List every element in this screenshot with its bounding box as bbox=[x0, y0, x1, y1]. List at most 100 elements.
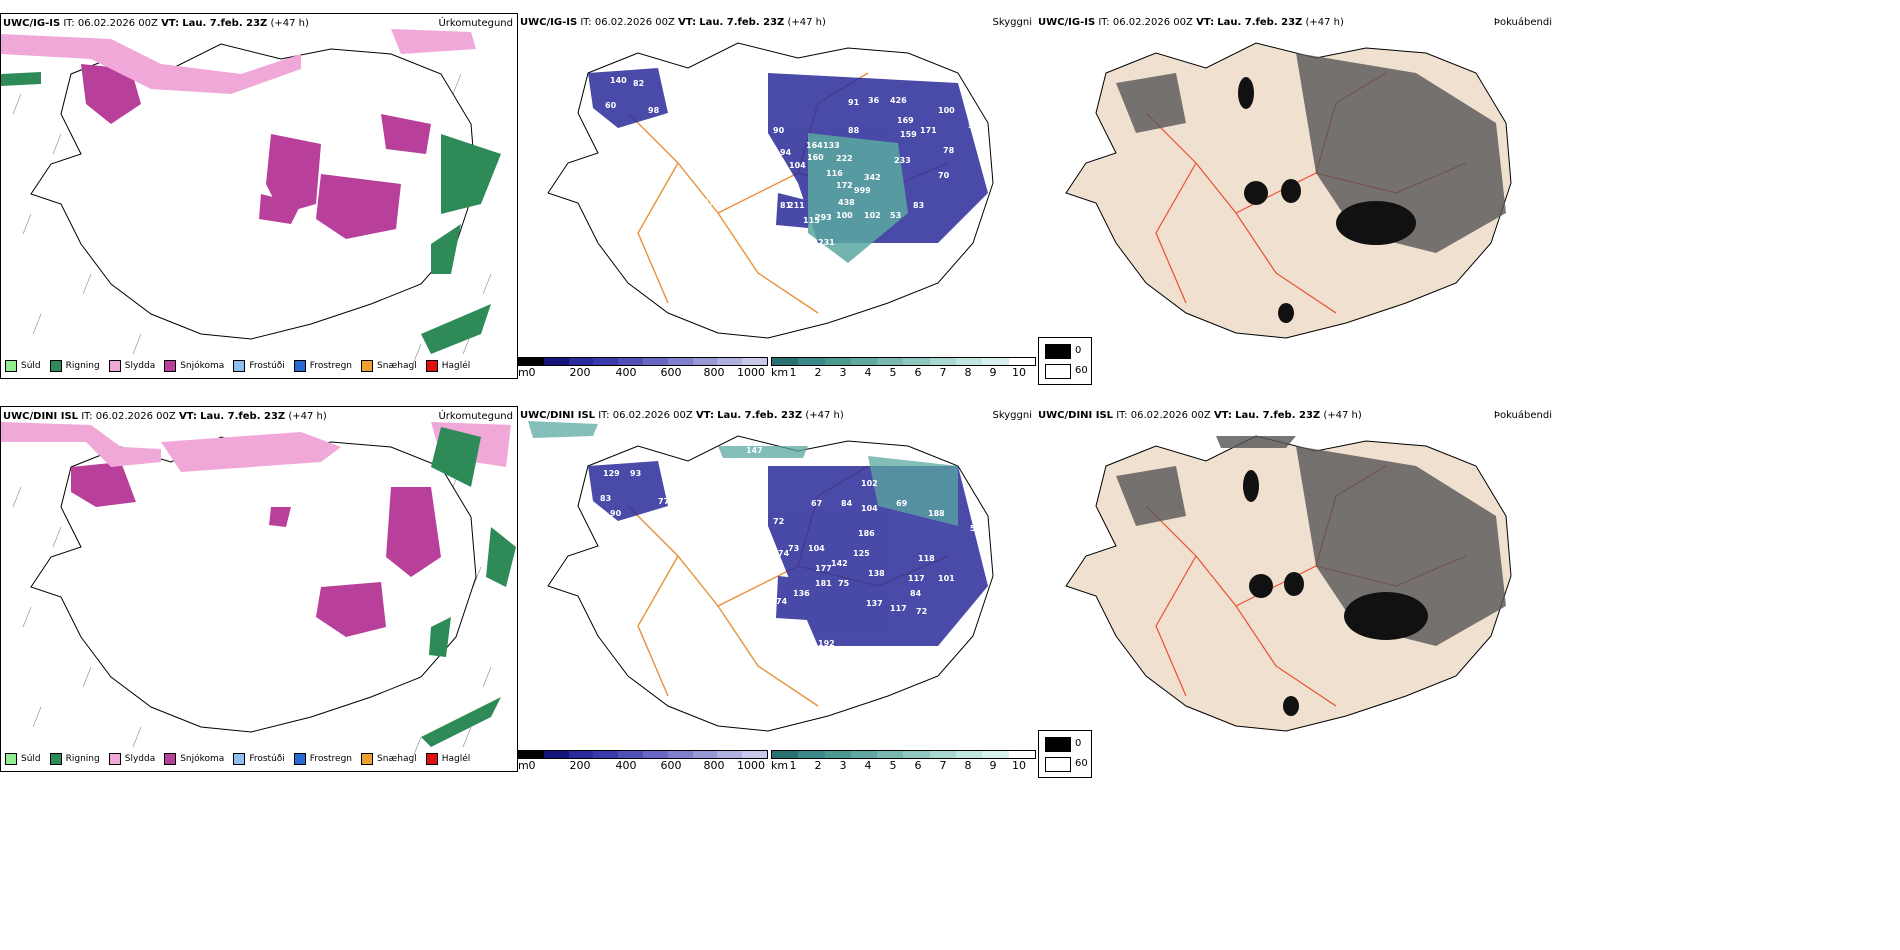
precip-legend: Súld Rigning Slydda Snjókoma Frostúði Fr… bbox=[5, 360, 470, 372]
svg-text:129: 129 bbox=[603, 469, 620, 478]
svg-text:53: 53 bbox=[970, 524, 981, 533]
svg-text:83: 83 bbox=[913, 201, 924, 210]
svg-text:171: 171 bbox=[920, 126, 937, 135]
legend-item: Frostúði bbox=[233, 753, 285, 765]
svg-text:75: 75 bbox=[838, 579, 850, 588]
valid-time: Lau. 7.feb. 23Z bbox=[182, 18, 268, 29]
height-colorbar: m 0 200 400 600 800 1000 bbox=[518, 357, 768, 379]
svg-text:104: 104 bbox=[789, 161, 806, 170]
legend-item: Frostregn bbox=[293, 753, 352, 765]
wind-barbs bbox=[12, 466, 492, 758]
valid-time: Lau. 7.feb. 23Z bbox=[699, 17, 785, 28]
svg-text:116: 116 bbox=[826, 169, 843, 178]
svg-text:125: 125 bbox=[853, 549, 870, 558]
svg-text:70: 70 bbox=[938, 171, 950, 180]
model-name: UWC/IG-IS bbox=[520, 17, 578, 28]
legend-item: Súld bbox=[5, 360, 41, 372]
svg-text:342: 342 bbox=[864, 173, 881, 182]
visibility-colorbar: km 1 2 3 4 5 6 7 8 9 10 bbox=[771, 357, 1036, 379]
legend-item: Haglél bbox=[425, 360, 470, 372]
svg-text:140: 140 bbox=[610, 76, 627, 85]
svg-text:74: 74 bbox=[778, 549, 790, 558]
fog-areas bbox=[1116, 436, 1506, 646]
svg-text:90: 90 bbox=[773, 126, 785, 135]
lead-time: (+47 h) bbox=[805, 410, 844, 421]
lead-time: (+47 h) bbox=[270, 18, 309, 29]
lead-time: (+47 h) bbox=[1323, 410, 1362, 421]
init-time: 06.02.2026 00Z bbox=[1112, 17, 1193, 28]
svg-text:91: 91 bbox=[848, 98, 860, 107]
svg-text:231: 231 bbox=[818, 238, 835, 247]
sleet-areas bbox=[1, 29, 476, 94]
svg-text:92: 92 bbox=[763, 311, 774, 320]
medium-visibility-areas bbox=[528, 421, 958, 526]
height-colorbar: m 0 200 400 600 800 1000 bbox=[518, 750, 768, 772]
precip-type-label: Úrkomutegund bbox=[438, 18, 513, 29]
iceland-outline bbox=[30, 43, 477, 340]
svg-text:169: 169 bbox=[897, 116, 914, 125]
svg-text:118: 118 bbox=[918, 554, 935, 563]
legend-item: Súld bbox=[5, 753, 41, 765]
svg-text:104: 104 bbox=[808, 544, 825, 553]
svg-text:83: 83 bbox=[703, 198, 714, 207]
svg-text:117: 117 bbox=[890, 604, 907, 613]
fog-key: 0 60 bbox=[1038, 730, 1092, 778]
rain-areas bbox=[421, 427, 516, 747]
visibility-panel-row2: UWC/DINI ISL IT: 06.02.2026 00Z VT: Lau.… bbox=[518, 406, 1038, 772]
precip-map bbox=[1, 422, 516, 758]
svg-text:100: 100 bbox=[938, 106, 955, 115]
svg-text:53: 53 bbox=[890, 211, 901, 220]
svg-text:60: 60 bbox=[605, 101, 617, 110]
svg-text:186: 186 bbox=[858, 529, 875, 538]
precip-type-panel-row1: UWC/IG-IS IT: 06.02.2026 00Z VT: Lau. 7.… bbox=[0, 13, 518, 379]
fog-map bbox=[1065, 42, 1512, 339]
svg-text:999: 999 bbox=[854, 186, 871, 195]
model-name: UWC/DINI ISL bbox=[3, 411, 79, 422]
valid-time: Lau. 7.feb. 23Z bbox=[717, 410, 803, 421]
visibility-label: Skyggni bbox=[992, 17, 1032, 28]
model-name: UWC/DINI ISL bbox=[1038, 410, 1114, 421]
legend-item: Slydda bbox=[108, 360, 155, 372]
svg-text:55: 55 bbox=[968, 121, 980, 130]
svg-text:73: 73 bbox=[788, 544, 799, 553]
lead-time: (+47 h) bbox=[787, 17, 826, 28]
svg-text:102: 102 bbox=[864, 211, 881, 220]
svg-text:331: 331 bbox=[816, 667, 833, 676]
precip-legend: Súld Rigning Slydda Snjókoma Frostúði Fr… bbox=[5, 753, 470, 765]
svg-text:172: 172 bbox=[836, 181, 853, 190]
visibility-colorbar: km 1 2 3 4 5 6 7 8 9 10 bbox=[771, 750, 1036, 772]
panel-title: UWC/IG-IS IT: 06.02.2026 00Z VT: Lau. 7.… bbox=[1038, 17, 1344, 28]
panel-title: UWC/DINI ISL IT: 06.02.2026 00Z VT: Lau.… bbox=[520, 410, 844, 421]
visibility-labels: 140 82 60 98 38 90 164 133 94 160 104 88… bbox=[605, 76, 980, 320]
lead-time: (+47 h) bbox=[288, 411, 327, 422]
fog-panel-row1: UWC/IG-IS IT: 06.02.2026 00Z VT: Lau. 7.… bbox=[1036, 13, 1556, 343]
svg-text:192: 192 bbox=[818, 639, 835, 648]
svg-text:117: 117 bbox=[908, 574, 925, 583]
visibility-label: Skyggni bbox=[992, 410, 1032, 421]
visibility-map: 147 129 93 83 77 90 72 67 84 102 69 104 … bbox=[528, 421, 994, 732]
svg-text:136: 136 bbox=[793, 589, 810, 598]
legend-item: Rigning bbox=[49, 360, 100, 372]
svg-text:222: 222 bbox=[836, 154, 853, 163]
svg-text:100: 100 bbox=[836, 211, 853, 220]
legend-item: Frostregn bbox=[293, 360, 352, 372]
svg-text:84: 84 bbox=[841, 499, 853, 508]
svg-text:102: 102 bbox=[861, 479, 878, 488]
model-name: UWC/IG-IS bbox=[1038, 17, 1096, 28]
legend-item: Haglél bbox=[425, 753, 470, 765]
svg-text:211: 211 bbox=[788, 201, 805, 210]
svg-text:293: 293 bbox=[815, 213, 832, 222]
svg-text:115: 115 bbox=[803, 216, 820, 225]
svg-text:36: 36 bbox=[868, 96, 880, 105]
model-name: UWC/DINI ISL bbox=[520, 410, 596, 421]
init-time: 06.02.2026 00Z bbox=[1130, 410, 1211, 421]
fog-key: 0 60 bbox=[1038, 337, 1092, 385]
init-time: 06.02.2026 00Z bbox=[594, 17, 675, 28]
svg-text:74: 74 bbox=[776, 597, 788, 606]
precip-type-panel-row2: UWC/DINI ISL IT: 06.02.2026 00Z VT: Lau.… bbox=[0, 406, 518, 772]
svg-text:426: 426 bbox=[890, 96, 907, 105]
medium-visibility-areas bbox=[808, 133, 908, 263]
init-time: 06.02.2026 00Z bbox=[95, 411, 176, 422]
fog-areas bbox=[1116, 53, 1506, 253]
legend-item: Frostúði bbox=[233, 360, 285, 372]
